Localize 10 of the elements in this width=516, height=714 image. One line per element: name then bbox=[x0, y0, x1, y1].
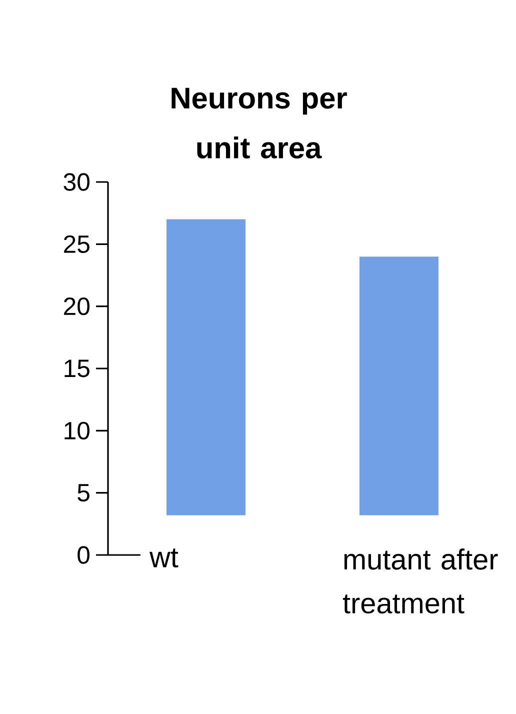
x-tick-label: mutant after treatment bbox=[342, 548, 498, 614]
y-tick-label: 25 bbox=[64, 235, 90, 253]
y-tick-label: 20 bbox=[64, 298, 90, 316]
chart-title: Neurons per unit area bbox=[172, 88, 347, 159]
y-tick-label: 30 bbox=[64, 173, 90, 191]
y-tick-label: 5 bbox=[78, 484, 90, 502]
y-tick-label: 15 bbox=[64, 360, 90, 378]
y-tick-label: 0 bbox=[78, 546, 90, 564]
x-tick-label: wt bbox=[149, 548, 178, 568]
y-tick-label: 10 bbox=[64, 422, 90, 440]
